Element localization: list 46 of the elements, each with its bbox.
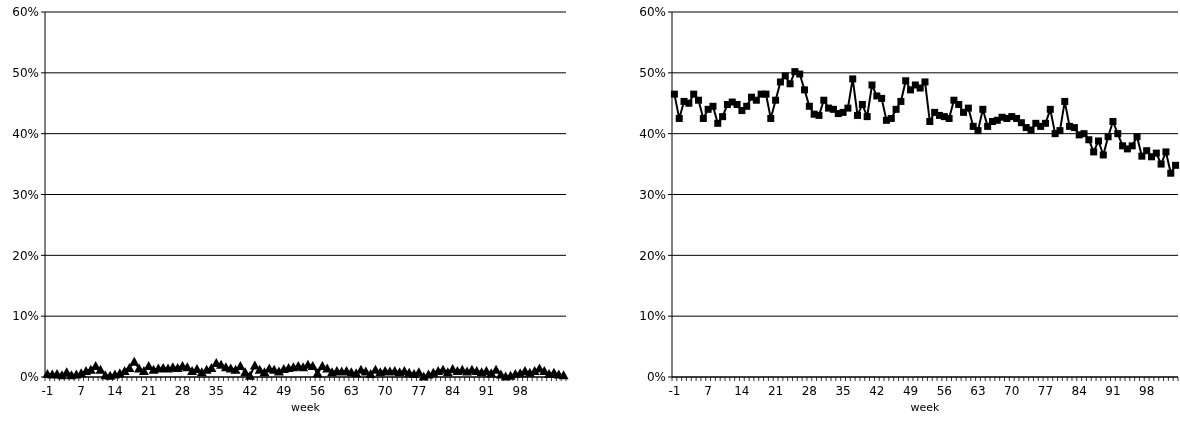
- x-tick-label: 49: [276, 384, 292, 398]
- y-tick-label: 60%: [639, 5, 666, 20]
- x-axis-title: week: [291, 401, 321, 414]
- x-tick-label: 63: [343, 384, 359, 398]
- x-tick-label: 63: [970, 384, 986, 398]
- x-tick-label: -1: [41, 384, 54, 398]
- x-tick-label: 56: [936, 384, 952, 398]
- x-tick-label: 77: [1037, 384, 1054, 398]
- y-tick-label: 30%: [639, 187, 666, 202]
- y-tick-label: 0%: [646, 370, 666, 385]
- x-tick-label: 91: [478, 384, 495, 398]
- y-tick-label: 20%: [639, 248, 666, 263]
- x-tick-label: 21: [767, 384, 784, 398]
- x-tick-label: 84: [444, 384, 461, 398]
- y-tick-label: 60%: [12, 5, 39, 20]
- y-tick-label: 30%: [12, 187, 39, 202]
- y-tick-label: 10%: [639, 309, 666, 324]
- x-tick-label: 7: [704, 384, 712, 398]
- x-tick-label: 28: [801, 384, 817, 398]
- x-tick-label: 56: [309, 384, 326, 398]
- x-tick-label: 35: [208, 384, 224, 398]
- x-tick-label: 98: [1139, 384, 1155, 398]
- x-tick-label: 42: [242, 384, 258, 398]
- x-tick-label: 14: [734, 384, 750, 398]
- x-tick-label: 28: [174, 384, 191, 398]
- x-tick-label: 77: [411, 384, 427, 398]
- x-tick-label: 98: [512, 384, 528, 398]
- x-tick-label: 14: [107, 384, 123, 398]
- x-tick-label: 7: [77, 384, 85, 398]
- y-tick-label: 50%: [639, 66, 666, 81]
- x-tick-label: 21: [141, 384, 157, 398]
- x-axis-title: week: [910, 401, 941, 414]
- x-tick-label: 70: [1004, 384, 1020, 398]
- x-tick-label: 91: [1105, 384, 1121, 398]
- x-tick-label: 35: [835, 384, 851, 398]
- y-tick-label: 20%: [12, 248, 39, 263]
- y-tick-label: 0%: [19, 370, 39, 385]
- y-tick-label: 10%: [12, 309, 39, 324]
- y-tick-label: 40%: [639, 126, 666, 141]
- y-tick-label: 40%: [12, 126, 39, 141]
- x-tick-label: 42: [869, 384, 885, 398]
- y-tick-label: 50%: [12, 66, 39, 81]
- x-tick-label: 84: [1071, 384, 1087, 398]
- x-tick-label: 49: [902, 384, 919, 398]
- x-tick-label: 70: [377, 384, 393, 398]
- x-tick-label: -1: [668, 384, 681, 398]
